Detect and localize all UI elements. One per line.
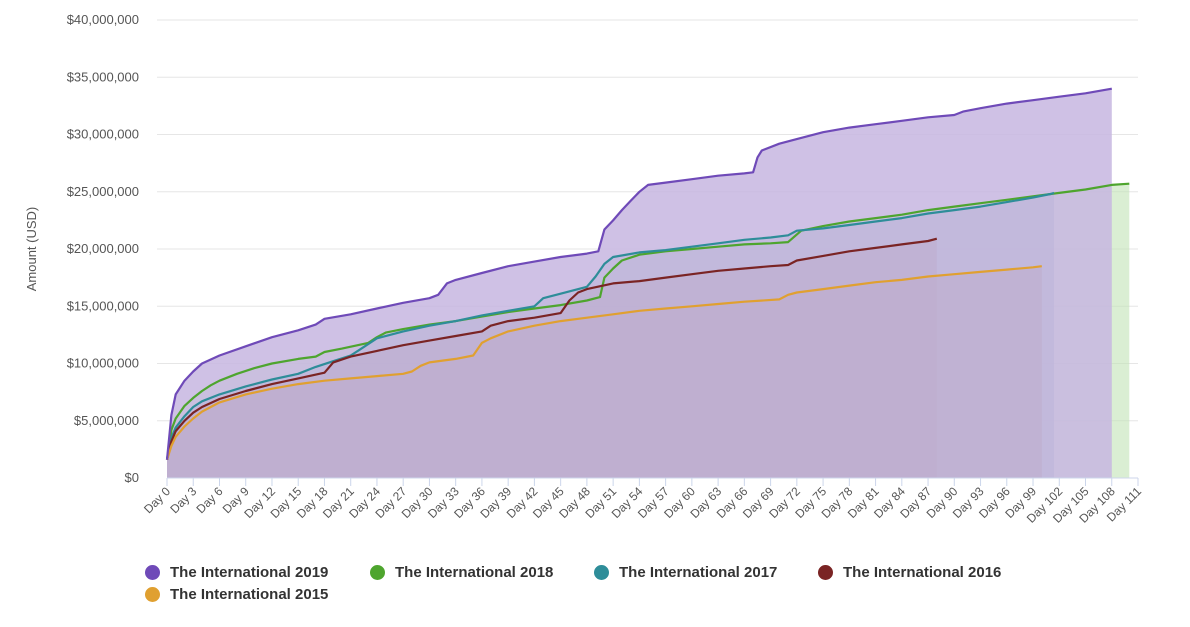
legend-label-2018: The International 2018 [395, 564, 554, 581]
legend-marker-2015 [145, 587, 160, 602]
x-tick-label: Day 0 [141, 484, 173, 516]
legend-marker-2016 [818, 565, 833, 580]
legend-item-2015[interactable]: The International 2015 [145, 586, 328, 603]
y-tick-label: $30,000,000 [67, 127, 139, 142]
y-tick-label: $0 [125, 470, 139, 485]
legend-item-2018[interactable]: The International 2018 [370, 564, 553, 581]
y-tick-label: $15,000,000 [67, 298, 139, 313]
series-areas [167, 88, 1130, 478]
y-tick-label: $35,000,000 [67, 69, 139, 84]
y-tick-label: $40,000,000 [67, 12, 139, 27]
legend-label-2015: The International 2015 [170, 586, 329, 603]
legend-label-2016: The International 2016 [843, 564, 1002, 581]
line-the-international-2016[interactable] [165, 237, 938, 460]
x-tick-label: Day 6 [194, 484, 226, 516]
y-tick-label: $25,000,000 [67, 184, 139, 199]
line-the-international-2018[interactable] [165, 182, 1130, 460]
line-the-international-2015[interactable] [165, 265, 1042, 461]
legend-item-2016[interactable]: The International 2016 [818, 564, 1001, 581]
legend-item-2019[interactable]: The International 2019 [145, 564, 328, 581]
legend-label-2017: The International 2017 [619, 564, 778, 581]
area-the-international-2019 [167, 88, 1112, 478]
series-lines [165, 87, 1130, 461]
y-axis-title: Amount (USD) [24, 207, 39, 292]
y-tick-label: $10,000,000 [67, 356, 139, 371]
legend-marker-2018 [370, 565, 385, 580]
legend-item-2017[interactable]: The International 2017 [594, 564, 777, 581]
legend-label-2019: The International 2019 [170, 564, 329, 581]
legend-marker-2019 [145, 565, 160, 580]
x-tick-label: Day 3 [167, 484, 199, 516]
legend-marker-2017 [594, 565, 609, 580]
y-tick-label: $5,000,000 [74, 413, 139, 428]
y-tick-label: $20,000,000 [67, 241, 139, 256]
line-the-international-2017[interactable] [165, 191, 1055, 460]
line-the-international-2019[interactable] [165, 87, 1112, 460]
